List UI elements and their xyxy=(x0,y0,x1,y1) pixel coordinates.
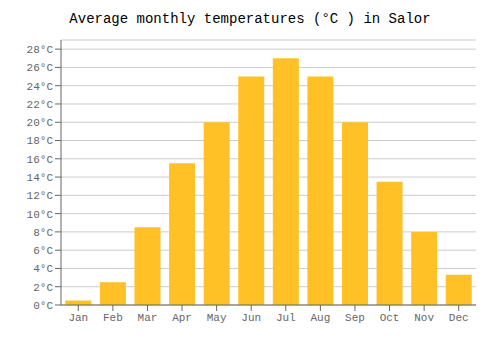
svg-text:Apr: Apr xyxy=(172,312,192,324)
svg-text:Jul: Jul xyxy=(276,312,296,324)
svg-text:12°C: 12°C xyxy=(27,190,54,202)
svg-text:18°C: 18°C xyxy=(27,135,54,147)
svg-text:4°C: 4°C xyxy=(33,263,53,275)
svg-text:6°C: 6°C xyxy=(33,245,53,257)
svg-text:Dec: Dec xyxy=(449,312,469,324)
svg-text:24°C: 24°C xyxy=(27,81,54,93)
svg-text:Jun: Jun xyxy=(241,312,261,324)
html-text:Average monthly temperatures (: Average monthly temperatures (°C ) in Sa… xyxy=(69,11,431,27)
svg-text:22°C: 22°C xyxy=(27,99,54,111)
svg-text:May: May xyxy=(207,312,227,324)
svg-text:26°C: 26°C xyxy=(27,62,54,74)
svg-text:0°C: 0°C xyxy=(33,300,53,312)
svg-text:20°C: 20°C xyxy=(27,117,54,129)
svg-text:16°C: 16°C xyxy=(27,154,54,166)
svg-text:14°C: 14°C xyxy=(27,172,54,184)
svg-text:28°C: 28°C xyxy=(27,44,54,56)
svg-text:Aug: Aug xyxy=(310,312,330,324)
svg-text:2°C: 2°C xyxy=(33,282,53,294)
svg-text:Jan: Jan xyxy=(68,312,88,324)
svg-text:8°C: 8°C xyxy=(33,227,53,239)
svg-text:Feb: Feb xyxy=(103,312,123,324)
svg-text:Mar: Mar xyxy=(138,312,158,324)
svg-text:Nov: Nov xyxy=(414,312,434,324)
svg-text:10°C: 10°C xyxy=(27,209,54,221)
svg-text:Sep: Sep xyxy=(345,312,365,324)
svg-text:Oct: Oct xyxy=(380,312,400,324)
